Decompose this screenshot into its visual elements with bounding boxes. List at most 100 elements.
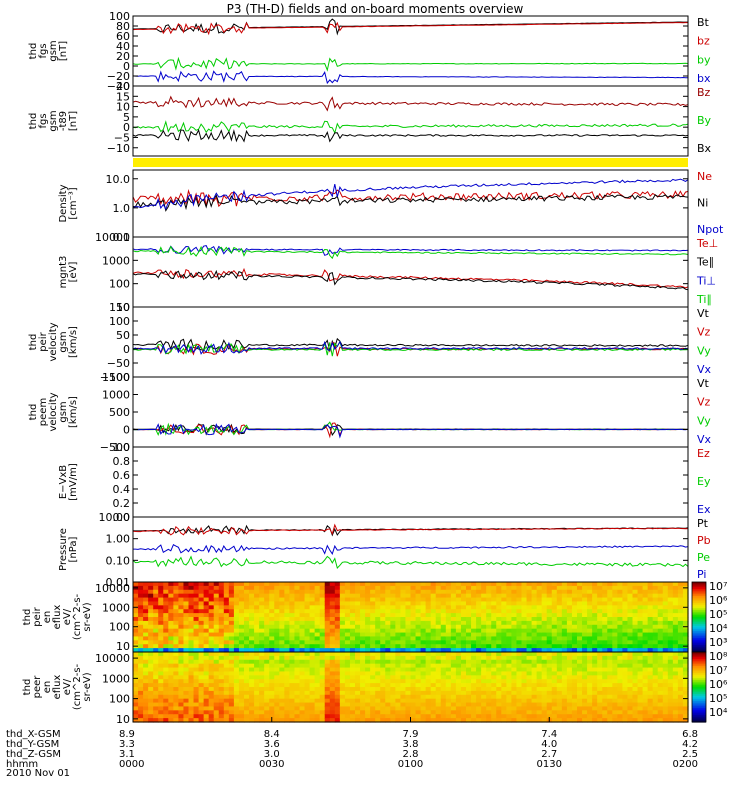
heatmap-cell <box>582 659 588 665</box>
heatmap-cell <box>324 609 331 614</box>
heatmap-cell <box>344 714 351 719</box>
heatmap-cell <box>571 624 578 630</box>
heatmap-cell <box>577 589 583 595</box>
heatmap-cell <box>395 628 402 634</box>
heatmap-cell <box>279 690 285 696</box>
x-axis-value-3: 0200 <box>673 759 698 770</box>
legend-label-pressure-0: Pt <box>697 517 709 530</box>
heatmap-cell <box>420 605 427 610</box>
heatmap-cell <box>309 636 316 641</box>
heatmap-cell <box>203 644 210 649</box>
heatmap-cell <box>365 702 371 708</box>
y-tick-label: −10 <box>107 142 130 155</box>
heatmap-cell <box>158 714 164 719</box>
heatmap-cell <box>536 617 543 622</box>
heatmap-cell <box>319 648 326 653</box>
heatmap-cell <box>637 698 644 704</box>
heatmap-cell <box>228 640 235 645</box>
x-axis-row-label: hhmm <box>6 759 38 770</box>
heatmap-cell <box>607 659 613 665</box>
heatmap-cell <box>425 628 432 634</box>
heatmap-cell <box>269 636 275 641</box>
heatmap-cell <box>193 609 200 614</box>
legend-label-peir_velocity-2: Vy <box>697 344 711 357</box>
heatmap-cell <box>254 605 260 610</box>
heatmap-cell <box>445 694 452 700</box>
colorbar-segment <box>692 589 706 592</box>
heatmap-cell <box>329 675 336 680</box>
heatmap-cell <box>158 628 164 634</box>
heatmap-cell <box>592 613 598 618</box>
heatmap-cell <box>501 589 507 595</box>
heatmap-cell <box>380 593 386 599</box>
heatmap-cell <box>274 597 280 603</box>
heatmap-cell <box>662 706 669 711</box>
heatmap-cell <box>496 706 502 711</box>
heatmap-cell <box>481 702 487 708</box>
heatmap-cell <box>455 582 462 587</box>
heatmap-cell <box>339 710 346 715</box>
heatmap-cell <box>223 609 230 614</box>
heatmap-cell <box>662 659 669 665</box>
heatmap-cell <box>223 628 230 634</box>
heatmap-cell <box>617 663 624 669</box>
y-tick-label: 1500 <box>102 371 130 384</box>
heatmap-cell <box>168 671 174 676</box>
heatmap-cell <box>329 698 336 704</box>
heatmap-cell <box>163 589 169 595</box>
heatmap-cell <box>481 710 487 715</box>
heatmap-cell <box>143 687 149 692</box>
heatmap-cell <box>647 640 654 645</box>
heatmap-cell <box>435 667 442 673</box>
heatmap-cell <box>375 632 381 638</box>
heatmap-cell <box>420 671 427 676</box>
heatmap-cell <box>334 613 341 618</box>
heatmap-cell <box>299 636 306 641</box>
heatmap-cell <box>233 640 240 645</box>
heatmap-cell <box>516 613 523 618</box>
heatmap-cell <box>627 683 634 688</box>
heatmap-cell <box>415 593 422 599</box>
heatmap-cell <box>385 698 391 704</box>
legend-label-peem_velocity-0: Vt <box>697 377 710 390</box>
heatmap-cell <box>627 659 634 665</box>
colorbar-segment <box>692 650 706 653</box>
heatmap-cell <box>587 640 593 645</box>
heatmap-cell <box>314 694 321 700</box>
heatmap-cell <box>269 617 275 622</box>
x-axis-value-2: 2.8 <box>403 749 419 760</box>
heatmap-cell <box>526 636 533 641</box>
heatmap-cell <box>587 655 593 661</box>
heatmap-cell <box>319 617 326 622</box>
heatmap-cell <box>213 648 220 653</box>
heatmap-cell <box>445 714 452 719</box>
heatmap-cell <box>223 636 230 641</box>
heatmap-cell <box>566 582 573 587</box>
heatmap-cell <box>213 675 220 680</box>
heatmap-cell <box>481 585 487 591</box>
heatmap-cell <box>662 644 669 649</box>
heatmap-cell <box>405 628 412 634</box>
heatmap-cell <box>334 628 341 634</box>
heatmap-cell <box>471 679 477 684</box>
y-axis-label-line: eV/ <box>62 678 73 695</box>
heatmap-cell <box>642 613 649 618</box>
heatmap-cell <box>632 683 639 688</box>
heatmap-cell <box>450 687 457 692</box>
heatmap-cell <box>582 710 588 715</box>
legend-label-fgs_gsm-1: bz <box>697 35 710 48</box>
heatmap-cell <box>233 613 240 618</box>
heatmap-cell <box>617 659 624 665</box>
heatmap-cell <box>561 671 568 676</box>
heatmap-cell <box>536 652 543 657</box>
heatmap-cell <box>460 585 467 591</box>
heatmap-cell <box>536 640 543 645</box>
heatmap-cell <box>476 593 482 599</box>
heatmap-cell <box>466 605 472 610</box>
heatmap-cell <box>349 632 356 638</box>
heatmap-cell <box>390 624 396 630</box>
heatmap-cell <box>506 667 513 673</box>
heatmap-cell <box>491 683 497 688</box>
x-axis-info: 8.93.33.100008.43.63.000307.93.82.801007… <box>6 717 698 770</box>
heatmap-cell <box>244 679 250 684</box>
